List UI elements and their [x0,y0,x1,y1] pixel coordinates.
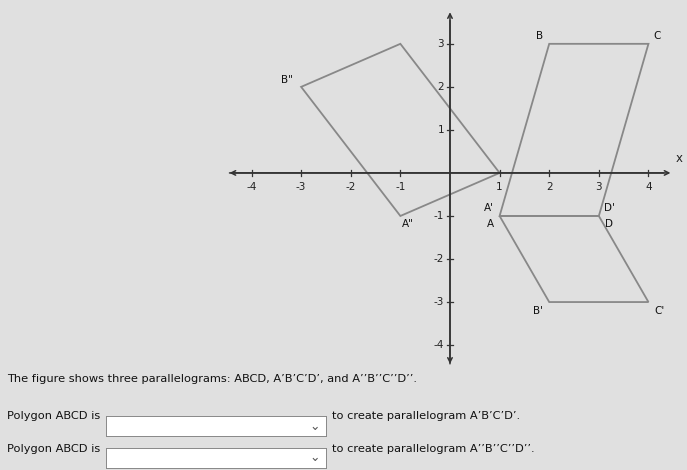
Text: C': C' [654,306,664,316]
Text: 1: 1 [438,125,444,135]
Text: A: A [487,219,494,229]
Text: A": A" [402,219,414,229]
Text: D: D [605,219,613,229]
Text: -4: -4 [433,340,444,350]
Text: B": B" [281,75,293,86]
Text: 2: 2 [438,82,444,92]
Text: 4: 4 [645,182,652,192]
Text: -2: -2 [433,254,444,264]
Text: A': A' [484,203,494,213]
Text: 3: 3 [438,39,444,49]
Text: -2: -2 [346,182,356,192]
Text: Polygon ABCD is: Polygon ABCD is [7,411,100,421]
Text: -1: -1 [433,211,444,221]
Text: ⌄: ⌄ [309,420,319,433]
Text: -3: -3 [296,182,306,192]
Text: C: C [654,31,661,41]
Text: -4: -4 [247,182,257,192]
Text: -1: -1 [395,182,405,192]
Text: to create parallelogram A’’B’’C’’D’’.: to create parallelogram A’’B’’C’’D’’. [332,444,534,454]
Text: B': B' [533,306,543,316]
Text: D': D' [605,203,615,213]
Text: The figure shows three parallelograms: ABCD, A’B’C’D’, and A’’B’’C’’D’’.: The figure shows three parallelograms: A… [7,374,417,384]
Text: ⌄: ⌄ [309,451,319,464]
Text: 3: 3 [596,182,602,192]
Text: x: x [676,152,683,165]
Text: 1: 1 [496,182,503,192]
Text: 2: 2 [546,182,552,192]
Text: to create parallelogram A’B’C’D’.: to create parallelogram A’B’C’D’. [332,411,520,421]
Text: Polygon ABCD is: Polygon ABCD is [7,444,100,454]
Text: B: B [536,31,543,41]
Text: -3: -3 [433,297,444,307]
